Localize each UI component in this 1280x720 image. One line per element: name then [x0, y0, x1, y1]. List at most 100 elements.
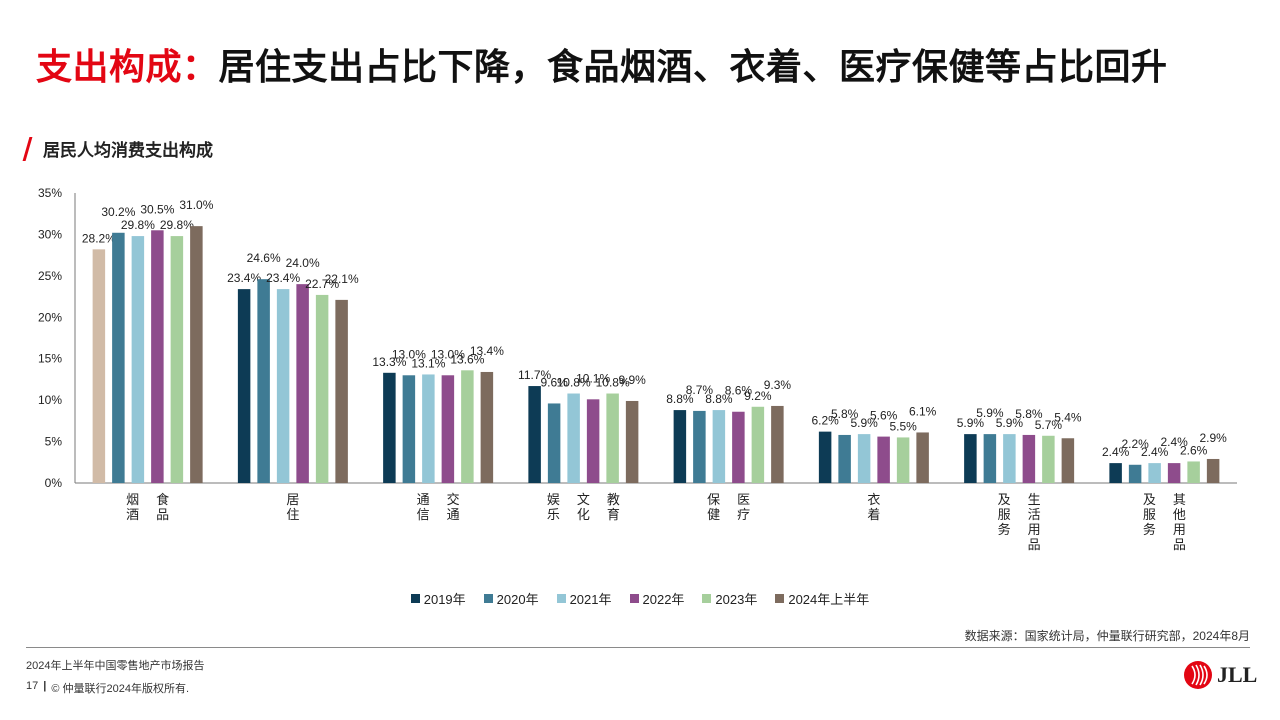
bar [480, 371, 494, 483]
bar [751, 406, 765, 483]
bar [1187, 461, 1200, 483]
data-label: 8.8% [705, 392, 733, 406]
data-label: 10.8% [596, 376, 630, 390]
x-tick-label: 教育 [607, 492, 620, 522]
data-label: 11.7% [518, 368, 551, 382]
data-label: 5.8% [1015, 407, 1043, 421]
x-tick-label: 娱乐 [547, 492, 560, 522]
legend-label: 2023年 [715, 592, 758, 607]
bar [461, 370, 474, 483]
legend-label: 2019年 [423, 592, 466, 607]
data-label: 2.4% [1160, 435, 1188, 449]
bar [170, 236, 184, 483]
bar [916, 432, 929, 483]
data-label: 24.6% [247, 251, 281, 265]
data-label: 9.9% [618, 373, 646, 387]
bar-chart: 0%5%10%15%20%25%30%35%28.2%30.2%29.8%30.… [38, 186, 1237, 552]
x-tick-label: 文化 [577, 492, 590, 522]
bar [1128, 464, 1142, 483]
bar [1061, 438, 1075, 483]
data-label: 2.2% [1121, 437, 1149, 451]
data-label: 5.9% [976, 406, 1004, 420]
x-tick-label: 医疗 [737, 492, 750, 522]
data-label: 8.6% [725, 384, 753, 398]
y-tick-label: 20% [38, 310, 62, 324]
y-tick-label: 10% [38, 393, 62, 407]
bar [983, 434, 997, 483]
data-label: 22.1% [325, 272, 359, 286]
chart-title: 居民人均消费支出构成 [43, 141, 213, 160]
y-tick-label: 25% [38, 269, 62, 283]
bar [383, 372, 396, 483]
data-label: 9.3% [764, 378, 792, 392]
data-label: 24.0% [286, 256, 320, 270]
bar [276, 289, 290, 483]
bar [92, 249, 106, 483]
slide-title: 支出构成：居住支出占比下降，食品烟酒、衣着、医疗保健等占比回升 [36, 38, 1168, 90]
legend-item: 2020年 [483, 589, 539, 608]
legend-item: 2019年 [410, 589, 466, 608]
x-tick-label: 通信 [417, 492, 430, 522]
bar [1022, 434, 1036, 483]
jll-emblem-icon [1184, 661, 1212, 689]
x-tick-label: 居住 [286, 492, 299, 522]
bar [257, 279, 270, 483]
x-tick-label: 食品 [156, 492, 169, 522]
footer-divider [26, 647, 1250, 648]
bar [712, 410, 726, 483]
bar [877, 436, 890, 483]
bar [131, 236, 145, 483]
bar [1148, 463, 1161, 483]
data-label: 9.2% [744, 389, 772, 403]
data-label: 13.0% [431, 347, 465, 361]
bar [625, 400, 639, 483]
data-label: 10.8% [557, 376, 591, 390]
title-rest: 居住支出占比下降，食品烟酒、衣着、医疗保健等占比回升 [218, 46, 1168, 87]
data-label: 2.4% [1141, 445, 1169, 459]
legend-swatch [410, 594, 420, 603]
data-label: 29.8% [121, 218, 155, 232]
data-label: 29.8% [160, 218, 194, 232]
bar [673, 410, 687, 483]
y-tick-label: 0% [45, 476, 63, 490]
data-label: 23.4% [227, 271, 261, 285]
bar [402, 375, 416, 483]
legend-swatch [629, 594, 639, 603]
data-label: 6.1% [909, 404, 937, 418]
data-label: 6.2% [811, 414, 839, 428]
data-label: 5.9% [957, 416, 985, 430]
title-highlight: 支出构成： [36, 46, 219, 87]
jll-logo: JLL [1183, 660, 1257, 690]
bar [1167, 463, 1181, 483]
bar [1206, 458, 1220, 483]
data-label: 5.7% [1035, 418, 1063, 432]
x-tick-label: 其他用品 [1173, 492, 1186, 552]
y-tick-label: 30% [38, 227, 62, 241]
legend-swatch [556, 594, 566, 603]
data-label: 9.6% [540, 375, 568, 389]
data-label: 13.6% [450, 352, 484, 366]
bar [1042, 435, 1055, 483]
chart-heading: 居民人均消费支出构成 [22, 136, 213, 161]
footer: 17 | © 仲量联行2024年版权所有. [26, 680, 189, 696]
report-name: 2024年上半年中国零售地产市场报告 [26, 660, 205, 672]
bar [296, 284, 309, 483]
bar [732, 411, 745, 483]
x-tick-label: 衣着 [867, 492, 880, 522]
legend-label: 2024年上半年 [788, 592, 870, 607]
bar [190, 226, 203, 483]
data-label: 31.0% [179, 198, 213, 212]
legend-item: 2021年 [556, 589, 612, 608]
bar [151, 230, 164, 483]
legend-item: 2023年 [702, 589, 757, 608]
data-label: 10.1% [576, 371, 610, 385]
bar [335, 299, 348, 483]
data-label: 2.6% [1180, 443, 1208, 457]
legend-label: 2021年 [569, 592, 612, 607]
legend-item: 2024年上半年 [775, 589, 869, 608]
copyright: © 仲量联行2024年版权所有. [51, 683, 190, 695]
data-label: 5.9% [996, 416, 1024, 430]
bar [606, 393, 619, 483]
bar [315, 294, 329, 483]
legend-swatch [775, 594, 785, 603]
